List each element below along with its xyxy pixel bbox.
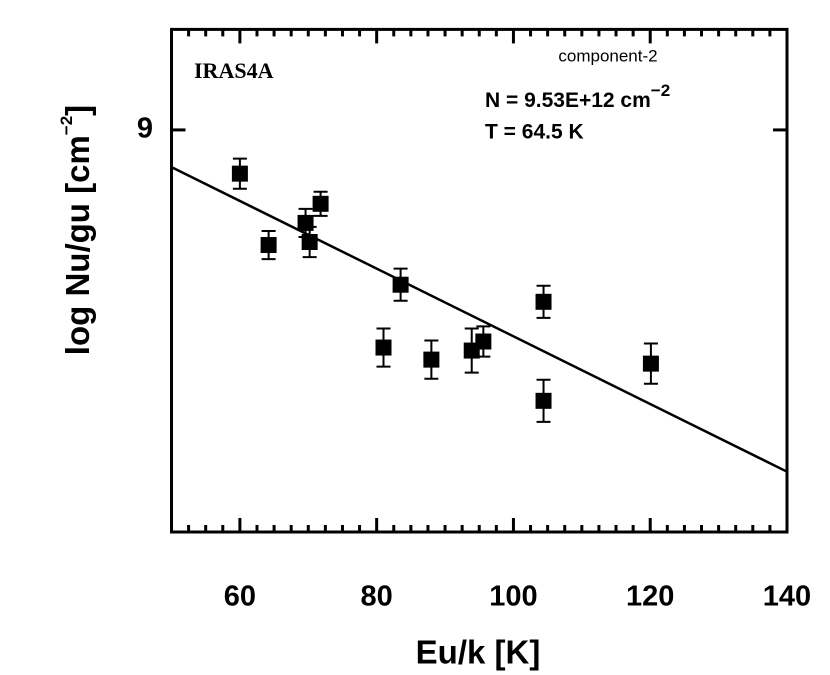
component-label: component-2 [558,46,657,65]
data-point [535,392,552,409]
column-sup: −2 [651,81,670,100]
x-axis-label: Eu/k [K] [416,634,541,671]
data-point [297,214,314,231]
data-point [375,339,392,356]
y-axis-label: log Nu/gu [cm−2] [57,105,95,355]
fit-line [170,165,788,473]
x-tick-label: 140 [763,581,811,613]
x-tick-label: 60 [224,581,256,613]
column-density: N = 9.53E+12 cm−2 [485,81,670,111]
data-point [231,165,248,182]
data-point [642,355,659,372]
x-tick-label: 120 [626,581,674,613]
data-point [301,233,318,250]
data-point [260,237,277,254]
column-text: N = 9.53E+12 cm [485,89,651,112]
data-point [535,293,552,310]
data-point [475,333,492,350]
x-tick-label: 80 [361,581,393,613]
data-point [423,351,440,368]
y-label-end: ] [59,105,96,116]
y-tick-label: 9 [137,113,153,145]
source-label: IRAS4A [194,58,274,83]
data-point [312,195,329,212]
x-tick-label: 100 [489,581,537,613]
temperature: T = 64.5 K [485,121,584,144]
plot-frame [170,27,789,534]
y-label-sup: −2 [57,116,76,135]
y-label-text: log Nu/gu [cm [59,135,96,355]
data-point [392,276,409,293]
